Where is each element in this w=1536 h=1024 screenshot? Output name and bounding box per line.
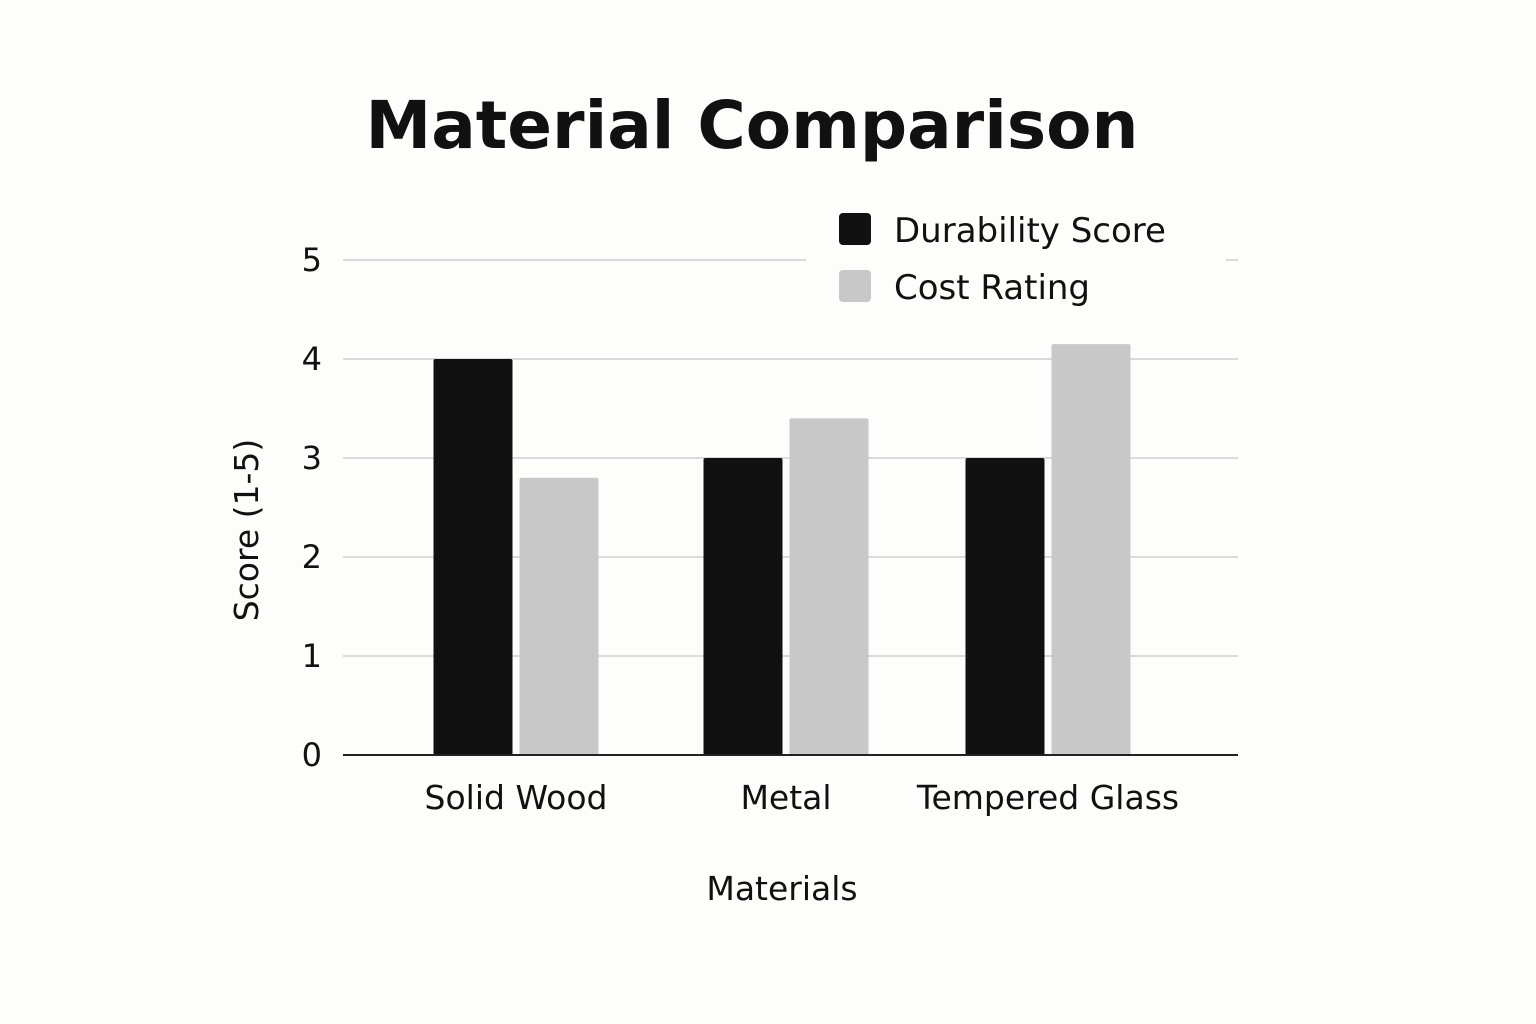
legend-label-cost: Cost Rating [894, 268, 1090, 308]
legend: Durability Score Cost Rating [839, 211, 1166, 308]
x-category-label: Solid Wood [425, 778, 608, 817]
legend-label-durability: Durability Score [894, 211, 1166, 251]
legend-background [806, 196, 1226, 326]
legend-swatch-cost [839, 270, 871, 302]
y-tick-label: 3 [302, 439, 322, 477]
y-tick-label: 2 [302, 538, 322, 576]
y-tick-label: 5 [302, 241, 322, 279]
bars [433, 344, 1131, 755]
y-axis-ticks: 0 1 2 3 4 5 [302, 241, 322, 774]
x-category-label: Tempered Glass [916, 778, 1179, 817]
bar-durability-1 [703, 458, 783, 755]
legend-swatch-durability [839, 213, 871, 245]
y-tick-label: 1 [302, 637, 322, 675]
bar-durability-2 [965, 458, 1045, 755]
x-axis-label: Materials [706, 869, 857, 908]
bar-cost-1 [789, 418, 869, 755]
y-tick-label: 4 [302, 340, 322, 378]
y-tick-label: 0 [302, 736, 322, 774]
x-category-label: Metal [740, 778, 831, 817]
bar-durability-0 [433, 359, 513, 755]
y-axis-label: Score (1-5) [227, 439, 266, 622]
bar-cost-0 [519, 477, 599, 755]
bar-cost-2 [1051, 344, 1131, 755]
x-axis-categories: Solid Wood Metal Tempered Glass [425, 778, 1180, 817]
chart-title: Material Comparison [366, 87, 1139, 164]
